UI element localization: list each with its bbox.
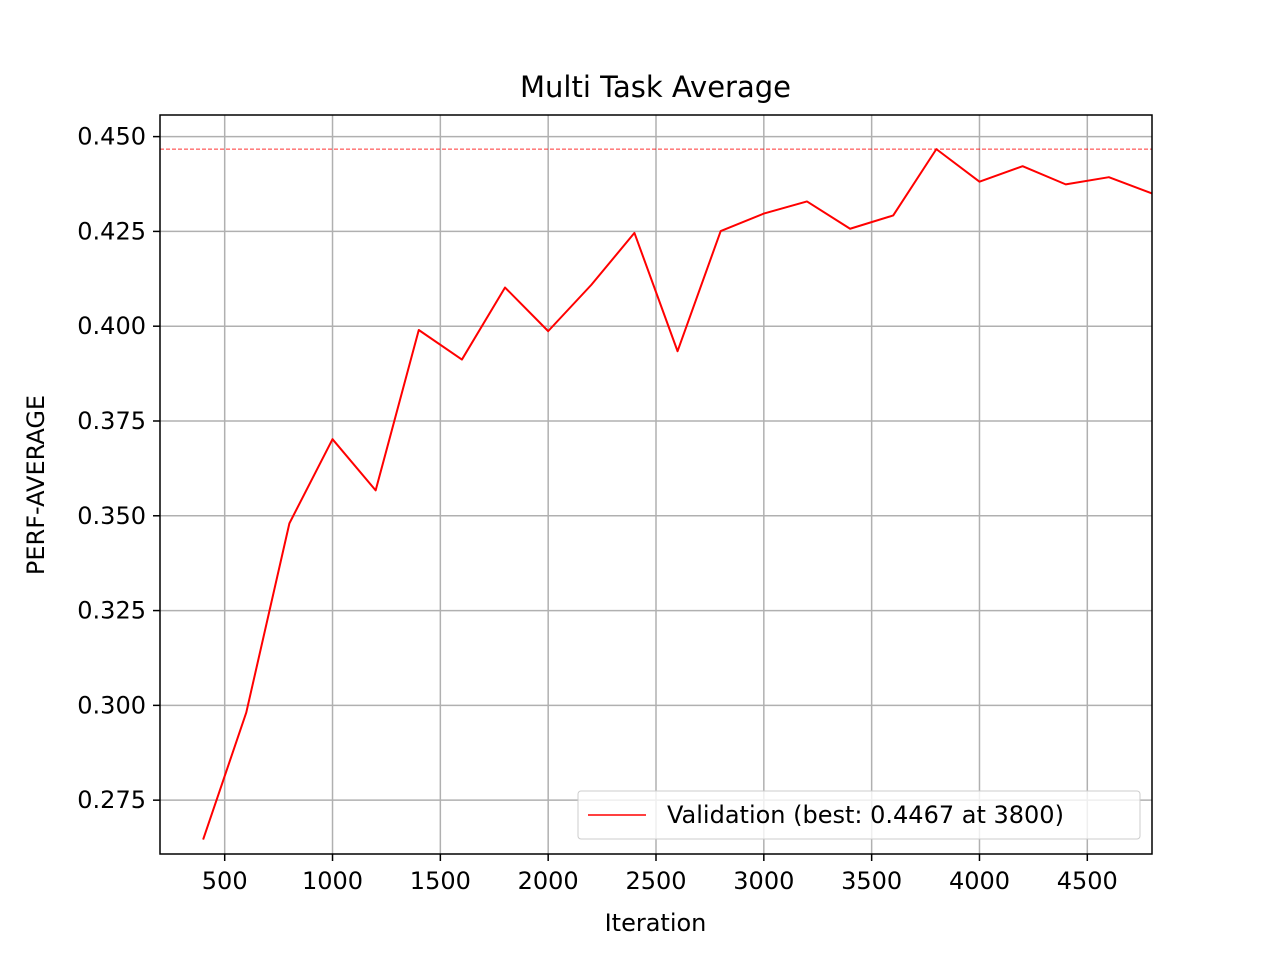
x-axis: 500 1000 1500 2000 2500 3000 3500 4000 4500 bbox=[202, 854, 1118, 895]
y-tick-label: 0.350 bbox=[77, 502, 146, 530]
x-tick-label: 500 bbox=[202, 867, 248, 895]
y-tick-label: 0.400 bbox=[77, 312, 146, 340]
x-tick-label: 1500 bbox=[410, 867, 471, 895]
x-tick-label: 4000 bbox=[949, 867, 1010, 895]
y-tick-label: 0.275 bbox=[77, 786, 146, 814]
x-tick-label: 2500 bbox=[625, 867, 686, 895]
validation-series-line bbox=[202, 148, 1153, 840]
y-axis-label: PERF-AVERAGE bbox=[22, 395, 50, 575]
y-axis: 0.275 0.300 0.325 0.350 0.375 0.400 0.425 0.450 bbox=[77, 123, 160, 814]
x-tick-label: 3500 bbox=[841, 867, 902, 895]
y-tick-label: 0.450 bbox=[77, 123, 146, 151]
legend-label: Validation (best: 0.4467 at 3800) bbox=[667, 801, 1064, 829]
chart-title: Multi Task Average bbox=[520, 70, 791, 104]
legend: Validation (best: 0.4467 at 3800) bbox=[577, 790, 1141, 840]
y-tick-label: 0.325 bbox=[77, 597, 146, 625]
x-axis-label: Iteration bbox=[605, 909, 707, 937]
x-tick-label: 4500 bbox=[1057, 867, 1118, 895]
x-tick-label: 2000 bbox=[518, 867, 579, 895]
series-layer bbox=[202, 148, 1153, 840]
x-tick-label: 3000 bbox=[733, 867, 794, 895]
x-tick-label: 1000 bbox=[302, 867, 363, 895]
y-tick-label: 0.425 bbox=[77, 217, 146, 245]
legend-box bbox=[577, 790, 1141, 840]
y-tick-label: 0.300 bbox=[77, 691, 146, 719]
y-tick-label: 0.375 bbox=[77, 407, 146, 435]
